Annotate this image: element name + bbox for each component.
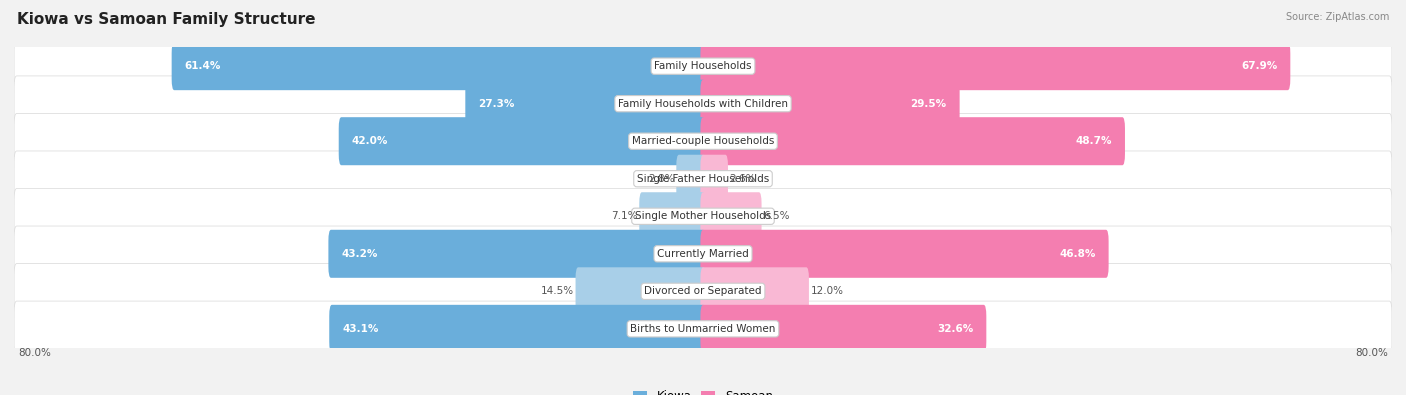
Text: Source: ZipAtlas.com: Source: ZipAtlas.com xyxy=(1285,12,1389,22)
FancyBboxPatch shape xyxy=(14,38,1392,94)
Text: 29.5%: 29.5% xyxy=(911,99,946,109)
Text: 14.5%: 14.5% xyxy=(541,286,574,296)
Text: 27.3%: 27.3% xyxy=(478,99,515,109)
Text: 61.4%: 61.4% xyxy=(184,61,221,71)
FancyBboxPatch shape xyxy=(465,80,706,128)
Legend: Kiowa, Samoan: Kiowa, Samoan xyxy=(628,385,778,395)
FancyBboxPatch shape xyxy=(640,192,706,240)
FancyBboxPatch shape xyxy=(14,188,1392,244)
Text: 43.2%: 43.2% xyxy=(342,249,378,259)
Text: 42.0%: 42.0% xyxy=(352,136,388,146)
FancyBboxPatch shape xyxy=(700,192,762,240)
FancyBboxPatch shape xyxy=(14,113,1392,169)
Text: 2.8%: 2.8% xyxy=(648,174,675,184)
FancyBboxPatch shape xyxy=(700,80,960,128)
FancyBboxPatch shape xyxy=(14,151,1392,207)
Text: Married-couple Households: Married-couple Households xyxy=(631,136,775,146)
Text: Single Mother Households: Single Mother Households xyxy=(636,211,770,221)
Text: 12.0%: 12.0% xyxy=(811,286,844,296)
FancyBboxPatch shape xyxy=(14,76,1392,132)
FancyBboxPatch shape xyxy=(676,155,706,203)
Text: Currently Married: Currently Married xyxy=(657,249,749,259)
Text: 67.9%: 67.9% xyxy=(1241,61,1278,71)
FancyBboxPatch shape xyxy=(700,42,1291,90)
Text: Births to Unmarried Women: Births to Unmarried Women xyxy=(630,324,776,334)
Text: 46.8%: 46.8% xyxy=(1059,249,1095,259)
Text: Single Father Households: Single Father Households xyxy=(637,174,769,184)
Text: 7.1%: 7.1% xyxy=(612,211,637,221)
FancyBboxPatch shape xyxy=(700,267,808,315)
Text: Kiowa vs Samoan Family Structure: Kiowa vs Samoan Family Structure xyxy=(17,12,315,27)
Text: 43.1%: 43.1% xyxy=(342,324,378,334)
FancyBboxPatch shape xyxy=(14,226,1392,282)
Text: 48.7%: 48.7% xyxy=(1076,136,1112,146)
Text: 80.0%: 80.0% xyxy=(18,348,51,358)
Text: Family Households: Family Households xyxy=(654,61,752,71)
Text: Divorced or Separated: Divorced or Separated xyxy=(644,286,762,296)
Text: 32.6%: 32.6% xyxy=(938,324,973,334)
FancyBboxPatch shape xyxy=(172,42,706,90)
FancyBboxPatch shape xyxy=(329,230,706,278)
FancyBboxPatch shape xyxy=(339,117,706,165)
FancyBboxPatch shape xyxy=(575,267,706,315)
Text: Family Households with Children: Family Households with Children xyxy=(619,99,787,109)
FancyBboxPatch shape xyxy=(14,301,1392,357)
FancyBboxPatch shape xyxy=(329,305,706,353)
Text: 2.6%: 2.6% xyxy=(730,174,756,184)
FancyBboxPatch shape xyxy=(700,230,1108,278)
Text: 80.0%: 80.0% xyxy=(1355,348,1388,358)
FancyBboxPatch shape xyxy=(700,155,728,203)
FancyBboxPatch shape xyxy=(14,263,1392,319)
FancyBboxPatch shape xyxy=(700,117,1125,165)
FancyBboxPatch shape xyxy=(700,305,987,353)
Text: 6.5%: 6.5% xyxy=(763,211,790,221)
